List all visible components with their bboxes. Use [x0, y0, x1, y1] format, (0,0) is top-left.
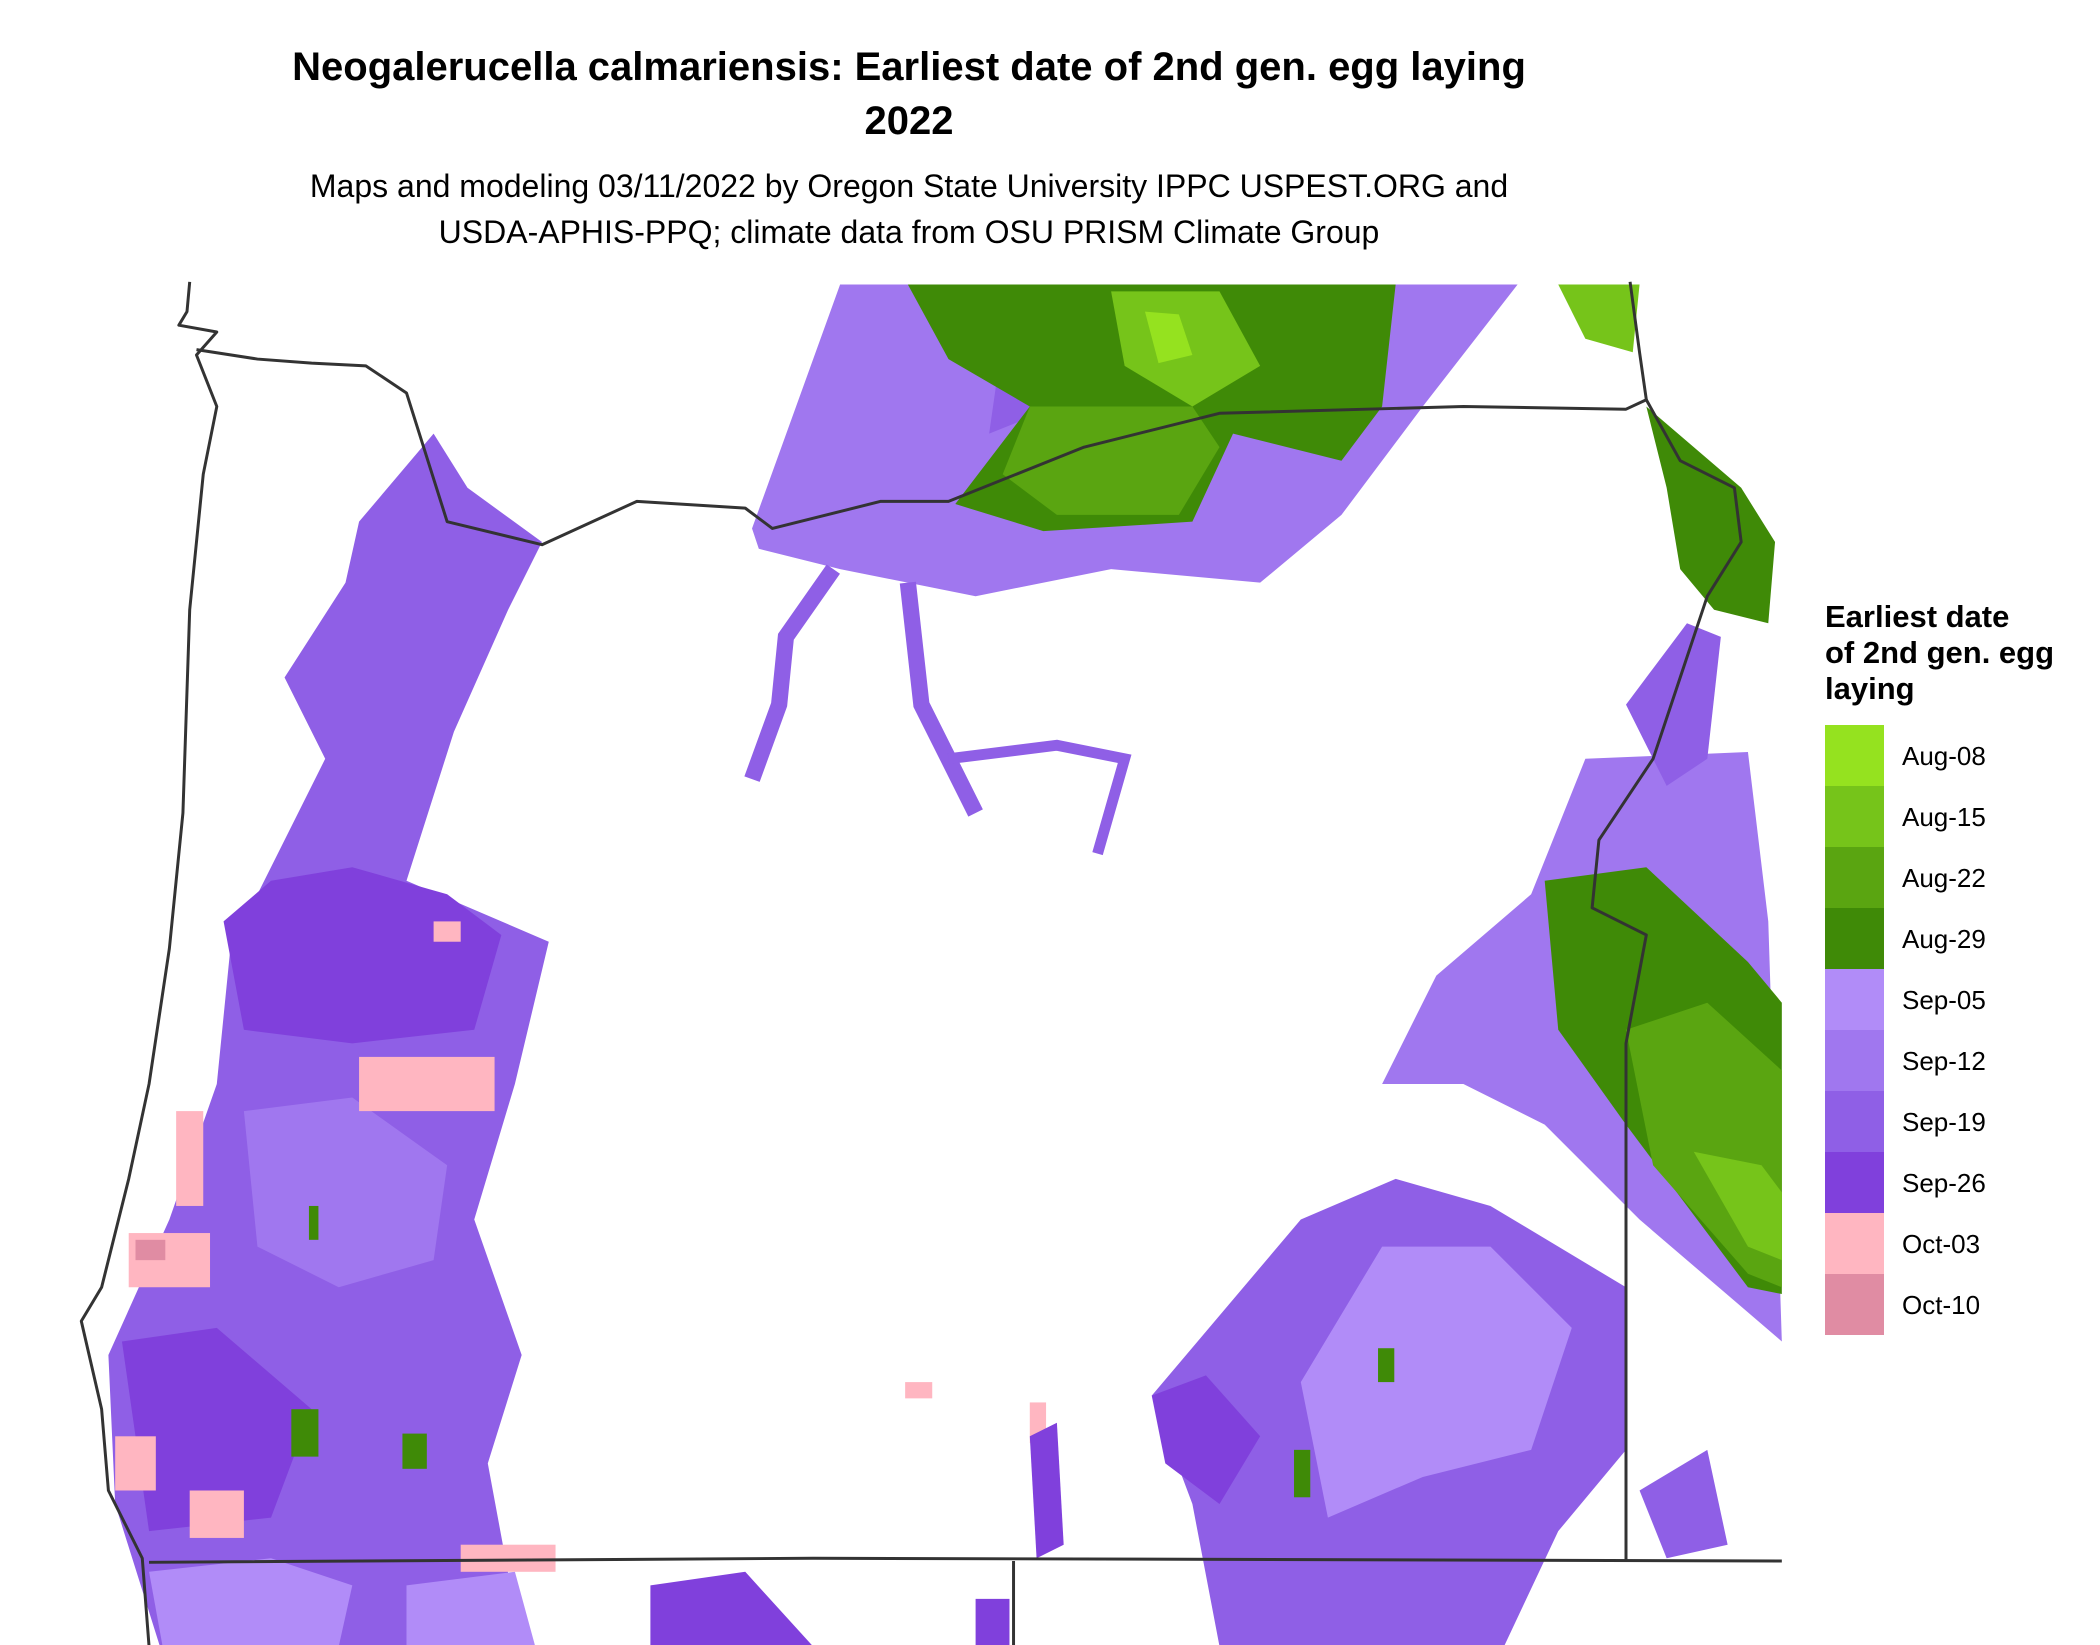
region: [433, 921, 461, 942]
region: [899, 581, 983, 817]
region: [1378, 1348, 1395, 1383]
region: [1294, 1449, 1311, 1498]
region: [460, 1544, 556, 1572]
legend-title: laying: [1825, 671, 1915, 706]
legend-label: Oct-10: [1902, 1290, 1980, 1320]
region: [1151, 1375, 1261, 1505]
legend-swatch: [1825, 1152, 1884, 1213]
region: [402, 1433, 427, 1469]
legend-label: Sep-19: [1902, 1107, 1986, 1137]
legend-label: Sep-12: [1902, 1046, 1986, 1076]
subtitle-line: Maps and modeling 03/11/2022 by Oregon S…: [310, 168, 1508, 204]
legend-label: Aug-08: [1902, 741, 1986, 771]
legend-label: Aug-15: [1902, 802, 1986, 832]
region: [291, 1409, 319, 1457]
region: [1626, 623, 1721, 786]
legend-swatch: [1825, 725, 1884, 786]
region: [1300, 1246, 1572, 1518]
region: [947, 739, 1132, 856]
title-line: Neogalerucella calmariensis: Earliest da…: [292, 45, 1526, 89]
region: [308, 1205, 319, 1240]
region: [223, 867, 502, 1044]
region: [1002, 406, 1220, 515]
region: [359, 1056, 495, 1112]
subtitle-line: USDA-APHIS-PPQ; climate data from OSU PR…: [439, 214, 1380, 250]
legend-swatch: [1825, 1091, 1884, 1152]
legend-title: of 2nd gen. egg: [1825, 635, 2054, 670]
region: [905, 1382, 933, 1399]
region: [176, 1111, 204, 1206]
state-border: [1628, 281, 1648, 400]
legend-label: Oct-03: [1902, 1229, 1980, 1259]
legend-swatch: [1825, 1274, 1884, 1335]
legend-title: Earliest date: [1825, 599, 2009, 634]
region: [121, 1327, 312, 1532]
legend-swatch: [1825, 847, 1884, 908]
region: [243, 1097, 448, 1288]
region: [744, 564, 840, 782]
legend-label: Aug-22: [1902, 863, 1986, 893]
legend-swatch: [1825, 1030, 1884, 1091]
region: [1693, 1151, 1782, 1261]
region: [975, 1598, 1010, 1645]
region: [189, 1490, 244, 1538]
legend-swatch: [1825, 969, 1884, 1030]
region: [1029, 1422, 1064, 1559]
pink-cells: [115, 921, 1047, 1572]
state-border: [196, 348, 1743, 1561]
coastline: [79, 281, 219, 1645]
legend-swatch: [1825, 786, 1884, 847]
region: [650, 1571, 812, 1645]
region: [1558, 284, 1640, 353]
region: [406, 1571, 535, 1645]
legend-label: Aug-29: [1902, 924, 1986, 954]
state-border: [149, 1556, 1782, 1564]
title-line: 2022: [865, 99, 954, 143]
legend-swatch: [1825, 908, 1884, 969]
region: [115, 1436, 156, 1491]
legend-label: Sep-05: [1902, 985, 1986, 1015]
region: [1639, 1449, 1728, 1559]
map: [79, 281, 1782, 1645]
legend-swatch: [1825, 1213, 1884, 1274]
region: [149, 1558, 353, 1645]
region: [1144, 311, 1193, 364]
legend-label: Sep-26: [1902, 1168, 1986, 1198]
region: [135, 1239, 166, 1261]
